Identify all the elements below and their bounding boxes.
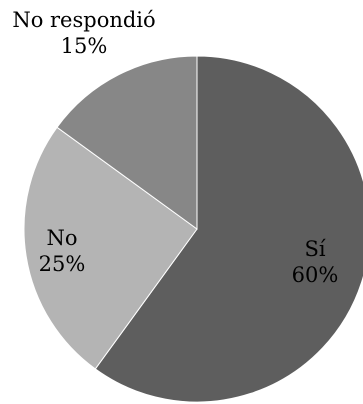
pie-slices — [23, 55, 363, 403]
slice-percent-label: 15% — [61, 34, 108, 58]
slice-category-label: No respondió — [12, 8, 155, 32]
slice-label-2: No respondió 15% — [12, 8, 155, 58]
slice-category-label: No — [46, 226, 77, 250]
slice-percent-label: 25% — [39, 252, 86, 276]
slice-label-0: Sí 60% — [292, 237, 339, 287]
pie-slice-sí — [94, 55, 363, 403]
slice-category-label: Sí — [304, 237, 325, 261]
pie-slice-no-respondió — [56, 55, 198, 230]
pie-slice-no — [23, 126, 198, 370]
slice-label-1: No 25% — [39, 226, 86, 276]
slice-percent-label: 60% — [292, 263, 339, 287]
pie-labels: Sí 60% No 25% No respondió 15% — [12, 8, 338, 287]
